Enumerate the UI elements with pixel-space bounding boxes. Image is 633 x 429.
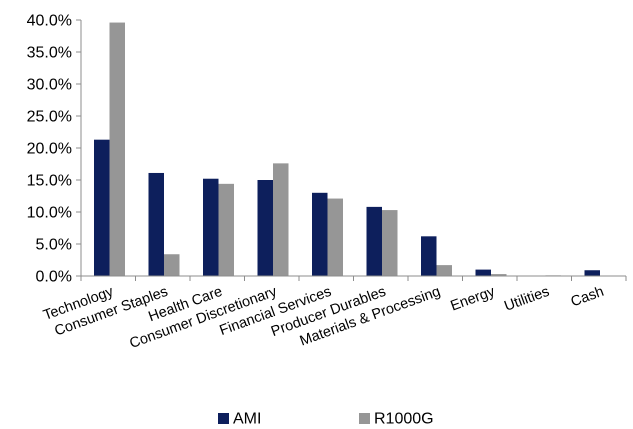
bar-r1000g-financial-services	[327, 198, 343, 276]
x-tick-label: Cash	[569, 284, 606, 311]
y-tick-label: 0.0%	[36, 269, 72, 286]
bars	[94, 22, 600, 277]
y-tick-label: 35.0%	[27, 45, 72, 62]
y-tick-label: 30.0%	[27, 77, 72, 94]
bar-r1000g-producer-durables	[382, 210, 398, 276]
bar-ami-producer-durables	[366, 206, 382, 276]
y-tick-label: 10.0%	[27, 205, 72, 222]
bar-ami-technology	[94, 139, 110, 276]
bar-ami-health-care	[203, 178, 219, 276]
y-tick-label: 20.0%	[27, 141, 72, 158]
y-tick-label: 40.0%	[27, 13, 72, 30]
bar-ami-financial-services	[312, 192, 328, 276]
y-tick-label: 15.0%	[27, 173, 72, 190]
legend-label-ami: AMI	[233, 411, 261, 428]
bar-r1000g-health-care	[218, 183, 234, 276]
y-tick-label: 25.0%	[27, 109, 72, 126]
y-axis: 0.0% 5.0% 10.0% 15.0% 20.0% 25.0% 30.0% 35.0% 40…	[27, 13, 82, 286]
x-tick-label: Energy	[448, 283, 497, 314]
bar-ami-materials-processing	[421, 236, 437, 276]
legend-label-r1000g: R1000G	[374, 411, 434, 428]
bar-r1000g-energy	[491, 274, 507, 276]
bar-r1000g-technology	[109, 22, 125, 277]
x-tick-label: Utilities	[502, 284, 551, 315]
bar-r1000g-materials-processing	[436, 265, 452, 276]
bar-ami-cash	[584, 270, 600, 276]
bar-ami-consumer-staples	[148, 172, 164, 276]
legend: AMI R1000G	[218, 411, 434, 428]
bar-ami-consumer-discretionary	[257, 180, 273, 276]
bar-r1000g-consumer-discretionary	[273, 163, 289, 276]
legend-swatch-r1000g	[359, 413, 370, 424]
bar-ami-energy	[475, 269, 491, 276]
legend-swatch-ami	[218, 413, 229, 424]
y-tick-label: 5.0%	[36, 237, 72, 254]
bar-r1000g-consumer-staples	[164, 254, 180, 276]
